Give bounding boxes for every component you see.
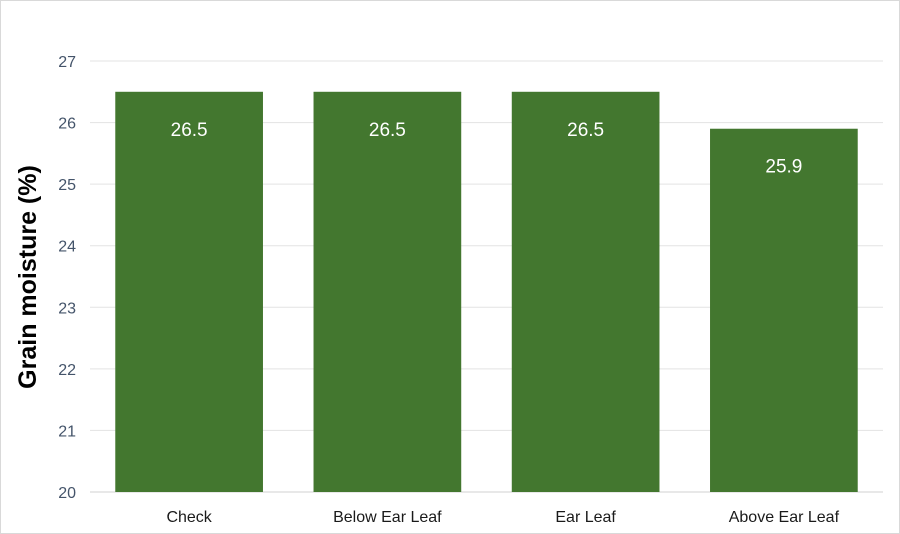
bar-ear-leaf xyxy=(511,91,660,493)
x-category-label: Check xyxy=(166,509,212,526)
bar-check xyxy=(115,91,263,493)
bar-value-label: 26.5 xyxy=(171,120,208,141)
x-category-label: Below Ear Leaf xyxy=(333,509,442,526)
y-tick-label: 26 xyxy=(58,116,76,133)
x-axis-categories: Check Below Ear Leaf Ear Leaf Above Ear Lea… xyxy=(166,509,839,526)
bar-below-ear-leaf xyxy=(313,91,462,493)
y-tick-label: 23 xyxy=(58,300,76,317)
bar-value-label: 25.9 xyxy=(765,157,802,178)
y-axis-ticks: 20 21 22 23 24 25 26 27 xyxy=(58,54,76,502)
y-tick-label: 24 xyxy=(58,239,76,256)
y-tick-label: 20 xyxy=(58,485,76,502)
bar-value-label: 26.5 xyxy=(369,120,406,141)
bar-above-ear-leaf xyxy=(710,128,858,492)
x-category-label: Above Ear Leaf xyxy=(729,509,840,526)
y-tick-label: 27 xyxy=(58,54,76,71)
y-tick-label: 22 xyxy=(58,362,76,379)
y-tick-label: 21 xyxy=(58,423,76,440)
bars: 26.5 26.5 26.5 25.9 xyxy=(115,91,858,493)
x-category-label: Ear Leaf xyxy=(555,509,616,526)
bar-value-label: 26.5 xyxy=(567,120,604,141)
y-axis-title: Grain moisture (%) xyxy=(14,165,42,389)
y-tick-label: 25 xyxy=(58,177,76,194)
